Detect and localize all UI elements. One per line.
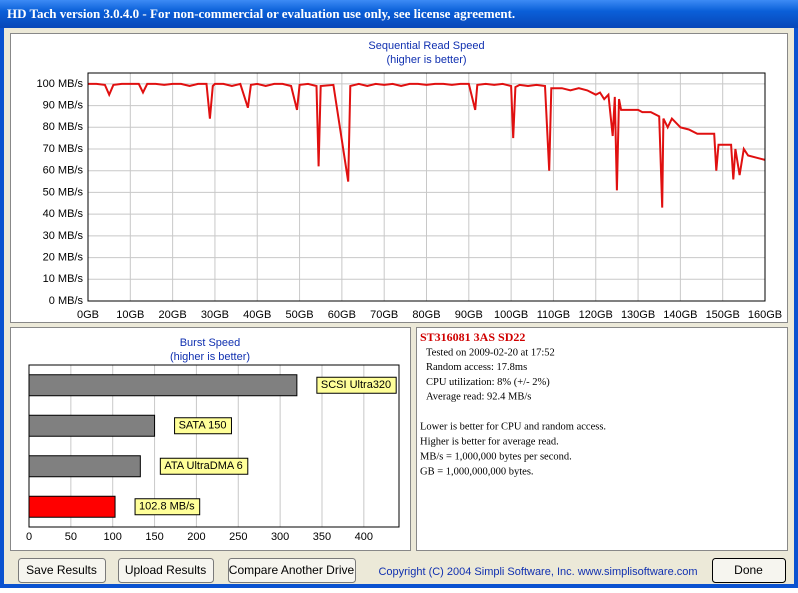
x-tick-label: 30GB: [201, 309, 229, 321]
y-tick-label: 80 MB/s: [43, 121, 84, 133]
info-line: Tested on 2009-02-20 at 17:52: [426, 347, 555, 358]
bar-label-box: [316, 376, 397, 394]
bar-label-box: [134, 498, 201, 516]
bar-label: ATA UltraDMA 6: [164, 460, 242, 472]
y-tick-label: 60 MB/s: [43, 165, 84, 177]
x-tick-label: 350: [313, 531, 331, 543]
info-note: Lower is better for CPU and random acces…: [420, 421, 606, 432]
bar: [28, 495, 116, 518]
x-tick-label: 200: [187, 531, 205, 543]
info-note: Higher is better for average read.: [420, 436, 559, 447]
title-bar: [0, 0, 798, 28]
info-panel: [416, 327, 788, 551]
copyright: Copyright (C) 2004 Simpli Software, Inc.…: [378, 566, 697, 578]
plot-border: [87, 72, 766, 302]
x-tick-label: 140GB: [663, 309, 697, 321]
y-tick-label: 10 MB/s: [43, 273, 84, 285]
x-tick-label: 40GB: [243, 309, 271, 321]
x-tick-label: 0GB: [77, 309, 99, 321]
info-line: Random access: 17.8ms: [426, 362, 527, 373]
button-label[interactable]: Save Results: [26, 563, 97, 577]
x-tick-label: 150GB: [706, 309, 740, 321]
x-tick-label: 100: [104, 531, 122, 543]
drive-name: ST316081 3AS SD22: [420, 330, 525, 344]
y-tick-label: 90 MB/s: [43, 99, 84, 111]
y-tick-label: 100 MB/s: [37, 78, 84, 90]
info-note: MB/s = 1,000,000 bytes per second.: [420, 451, 572, 462]
read-speed-line: [88, 82, 766, 208]
chart-title: Burst Speed: [180, 337, 241, 349]
y-tick-label: 40 MB/s: [43, 208, 84, 220]
button[interactable]: [228, 558, 356, 583]
bar-label-box: [174, 417, 232, 435]
x-tick-label: 10GB: [116, 309, 144, 321]
x-tick-label: 250: [229, 531, 247, 543]
plot-border: [28, 364, 400, 528]
y-tick-label: 0 MB/s: [49, 295, 84, 307]
chart-subtitle: (higher is better): [170, 351, 250, 363]
x-tick-label: 50: [65, 531, 77, 543]
x-tick-label: 70GB: [370, 309, 398, 321]
chart-title: Sequential Read Speed: [368, 40, 484, 52]
button[interactable]: [118, 558, 214, 583]
x-tick-label: 400: [355, 531, 373, 543]
window-title: HD Tach version 3.0.4.0 - For non-commer…: [7, 6, 515, 21]
y-tick-label: 50 MB/s: [43, 186, 84, 198]
x-tick-label: 150: [145, 531, 163, 543]
button[interactable]: [712, 558, 786, 583]
button-label[interactable]: Compare Another Drive: [229, 563, 355, 577]
bar: [28, 414, 156, 437]
x-tick-label: 130GB: [621, 309, 655, 321]
bar-label-box: [159, 457, 249, 475]
info-line: Average read: 92.4 MB/s: [426, 392, 531, 403]
x-tick-label: 100GB: [494, 309, 528, 321]
y-tick-label: 30 MB/s: [43, 230, 84, 242]
x-tick-label: 300: [271, 531, 289, 543]
bar-label: 102.8 MB/s: [139, 501, 195, 513]
button-label[interactable]: Done: [734, 563, 763, 577]
info-note: GB = 1,000,000,000 bytes.: [420, 466, 534, 477]
x-tick-label: 50GB: [285, 309, 313, 321]
x-tick-label: 0: [26, 531, 32, 543]
y-tick-label: 20 MB/s: [43, 251, 84, 263]
x-tick-label: 90GB: [455, 309, 483, 321]
x-tick-label: 120GB: [579, 309, 613, 321]
y-tick-label: 70 MB/s: [43, 143, 84, 155]
x-tick-label: 20GB: [159, 309, 187, 321]
x-tick-label: 60GB: [328, 309, 356, 321]
x-tick-label: 80GB: [412, 309, 440, 321]
bar-label: SCSI Ultra320: [321, 379, 391, 391]
chart-subtitle: (higher is better): [386, 54, 466, 66]
bar: [28, 374, 298, 397]
button[interactable]: [18, 558, 106, 583]
x-tick-label: 160GB: [748, 309, 782, 321]
info-line: CPU utilization: 8% (+/- 2%): [426, 377, 550, 388]
x-tick-label: 110GB: [537, 309, 570, 321]
bar-label: SATA 150: [179, 420, 227, 432]
bar: [28, 455, 141, 478]
button-label[interactable]: Upload Results: [125, 563, 206, 577]
